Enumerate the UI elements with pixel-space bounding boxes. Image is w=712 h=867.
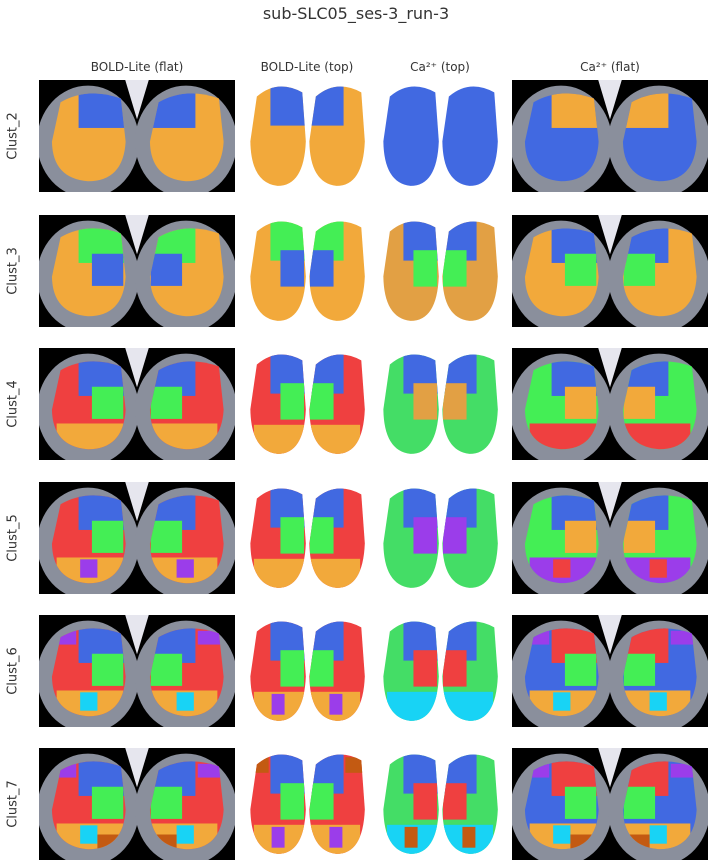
brain-map (39, 615, 235, 727)
column-header: Ca²⁺ (flat) (540, 60, 680, 74)
row-label: Clust_6 (0, 615, 26, 727)
brain-map (512, 615, 708, 727)
brain-map (379, 615, 501, 727)
brain-map (512, 748, 708, 860)
brain-map (246, 482, 368, 594)
brain-map (246, 348, 368, 460)
brain-map (39, 748, 235, 860)
brain-map (379, 482, 501, 594)
cluster-map-panel (246, 215, 368, 327)
cluster-map-panel (379, 80, 501, 192)
brain-map (512, 482, 708, 594)
row-label-text: Clust_5 (6, 514, 21, 562)
cluster-map-panel (39, 215, 235, 327)
cluster-map-panel (379, 215, 501, 327)
cluster-map-panel (512, 482, 708, 594)
brain-map (39, 80, 235, 192)
brain-map (39, 348, 235, 460)
brain-map (379, 80, 501, 192)
cluster-map-panel (39, 348, 235, 460)
cluster-map-panel (379, 615, 501, 727)
row-label: Clust_7 (0, 748, 26, 860)
brain-map (379, 348, 501, 460)
row-label-text: Clust_3 (6, 247, 21, 295)
row-label-text: Clust_6 (6, 647, 21, 695)
cluster-map-panel (39, 482, 235, 594)
column-header: BOLD-Lite (top) (237, 60, 377, 74)
row-label: Clust_3 (0, 215, 26, 327)
cluster-map-panel (512, 80, 708, 192)
cluster-map-panel (39, 748, 235, 860)
cluster-map-panel (379, 482, 501, 594)
row-label-text: Clust_2 (6, 112, 21, 160)
brain-map (379, 748, 501, 860)
cluster-map-panel (246, 482, 368, 594)
brain-map (246, 80, 368, 192)
cluster-map-panel (39, 80, 235, 192)
figure-title: sub-SLC05_ses-3_run-3 (0, 4, 712, 23)
brain-map (512, 215, 708, 327)
brain-map (379, 215, 501, 327)
row-label-text: Clust_4 (6, 380, 21, 428)
row-label: Clust_4 (0, 348, 26, 460)
column-header: Ca²⁺ (top) (370, 60, 510, 74)
cluster-map-panel (246, 748, 368, 860)
brain-map (512, 348, 708, 460)
cluster-map-panel (512, 348, 708, 460)
cluster-map-panel (379, 748, 501, 860)
brain-map (39, 482, 235, 594)
cluster-map-panel (39, 615, 235, 727)
brain-map (246, 215, 368, 327)
cluster-map-panel (246, 615, 368, 727)
cluster-map-panel (379, 348, 501, 460)
row-label-text: Clust_7 (6, 780, 21, 828)
cluster-map-panel (512, 615, 708, 727)
cluster-map-panel (246, 80, 368, 192)
row-label: Clust_2 (0, 80, 26, 192)
brain-map (246, 748, 368, 860)
column-header: BOLD-Lite (flat) (67, 60, 207, 74)
cluster-map-panel (246, 348, 368, 460)
brain-map (39, 215, 235, 327)
cluster-map-panel (512, 215, 708, 327)
brain-map (246, 615, 368, 727)
brain-map (512, 80, 708, 192)
row-label: Clust_5 (0, 482, 26, 594)
cluster-map-panel (512, 748, 708, 860)
